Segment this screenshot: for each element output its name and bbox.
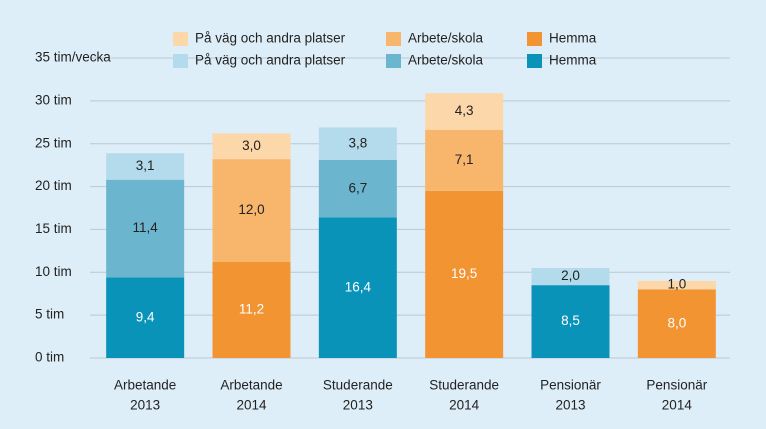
value-label: 2,0: [561, 268, 580, 283]
x-tick-label: Arbetande: [220, 378, 282, 393]
bar-segment: [318, 127, 397, 160]
value-label: 9,4: [136, 309, 155, 324]
bar-segment: [637, 280, 716, 290]
legend-label: Arbete/skola: [408, 31, 484, 46]
legend-label: På väg och andra platser: [195, 31, 346, 46]
x-tick-label: 2013: [343, 398, 373, 413]
legend-label: Hemma: [549, 53, 597, 68]
legend-swatch: [173, 32, 188, 46]
x-tick-label: 2014: [662, 398, 693, 413]
value-label: 16,4: [345, 279, 372, 294]
x-tick-label: Studerande: [323, 378, 393, 393]
y-tick-label: 35 tim/vecka: [35, 50, 111, 65]
legend-swatch: [386, 32, 401, 46]
value-label: 6,7: [348, 180, 367, 195]
legend-label: På väg och andra platser: [195, 53, 346, 68]
value-label: 4,3: [455, 103, 474, 118]
legend-swatch: [173, 54, 188, 68]
x-tick-label: Studerande: [429, 378, 499, 393]
y-tick-label: 10 tim: [35, 264, 72, 279]
x-tick-label: 2013: [130, 398, 160, 413]
x-tick-label: 2014: [449, 398, 480, 413]
legend-label: Hemma: [549, 31, 597, 46]
bar-segment: [425, 190, 504, 358]
bar-segment: [425, 93, 504, 130]
bar-segment: [212, 159, 291, 262]
bar-segment: [637, 289, 716, 358]
value-label: 11,4: [133, 220, 159, 235]
value-label: 3,1: [136, 158, 155, 173]
y-tick-label: 25 tim: [35, 135, 72, 150]
legend-swatch: [386, 54, 401, 68]
x-tick-label: 2013: [555, 398, 585, 413]
value-label: 7,1: [455, 152, 474, 167]
value-label: 19,5: [451, 266, 477, 281]
x-tick-label: Arbetande: [114, 378, 176, 393]
bar-segment: [106, 179, 185, 278]
bar-segment: [106, 153, 185, 180]
bar-segment: [318, 217, 397, 358]
y-tick-label: 20 tim: [35, 178, 72, 193]
y-tick-label: 0 tim: [35, 350, 64, 365]
bar-segment: [212, 262, 291, 358]
value-label: 12,0: [238, 202, 264, 217]
x-tick-label: 2014: [236, 398, 267, 413]
legend-swatch: [527, 54, 542, 68]
bar-segment: [531, 268, 610, 286]
x-tick-label: Pensionär: [540, 378, 601, 393]
y-tick-label: 5 tim: [35, 307, 64, 322]
value-label: 3,8: [348, 135, 367, 150]
value-label: 11,2: [239, 302, 264, 317]
bar-segment: [318, 160, 397, 218]
bar-segment: [106, 277, 185, 358]
bar-segment: [425, 130, 504, 191]
y-tick-label: 30 tim: [35, 92, 72, 107]
legend-label: Arbete/skola: [408, 53, 484, 68]
value-label: 1,0: [667, 277, 686, 292]
value-label: 8,5: [561, 313, 580, 328]
value-label: 8,0: [667, 315, 686, 330]
bar-segment: [212, 133, 291, 160]
x-tick-label: Pensionär: [646, 378, 707, 393]
value-label: 3,0: [242, 138, 261, 153]
bar-segment: [531, 285, 610, 358]
legend-swatch: [527, 32, 542, 46]
y-tick-label: 15 tim: [35, 221, 72, 236]
